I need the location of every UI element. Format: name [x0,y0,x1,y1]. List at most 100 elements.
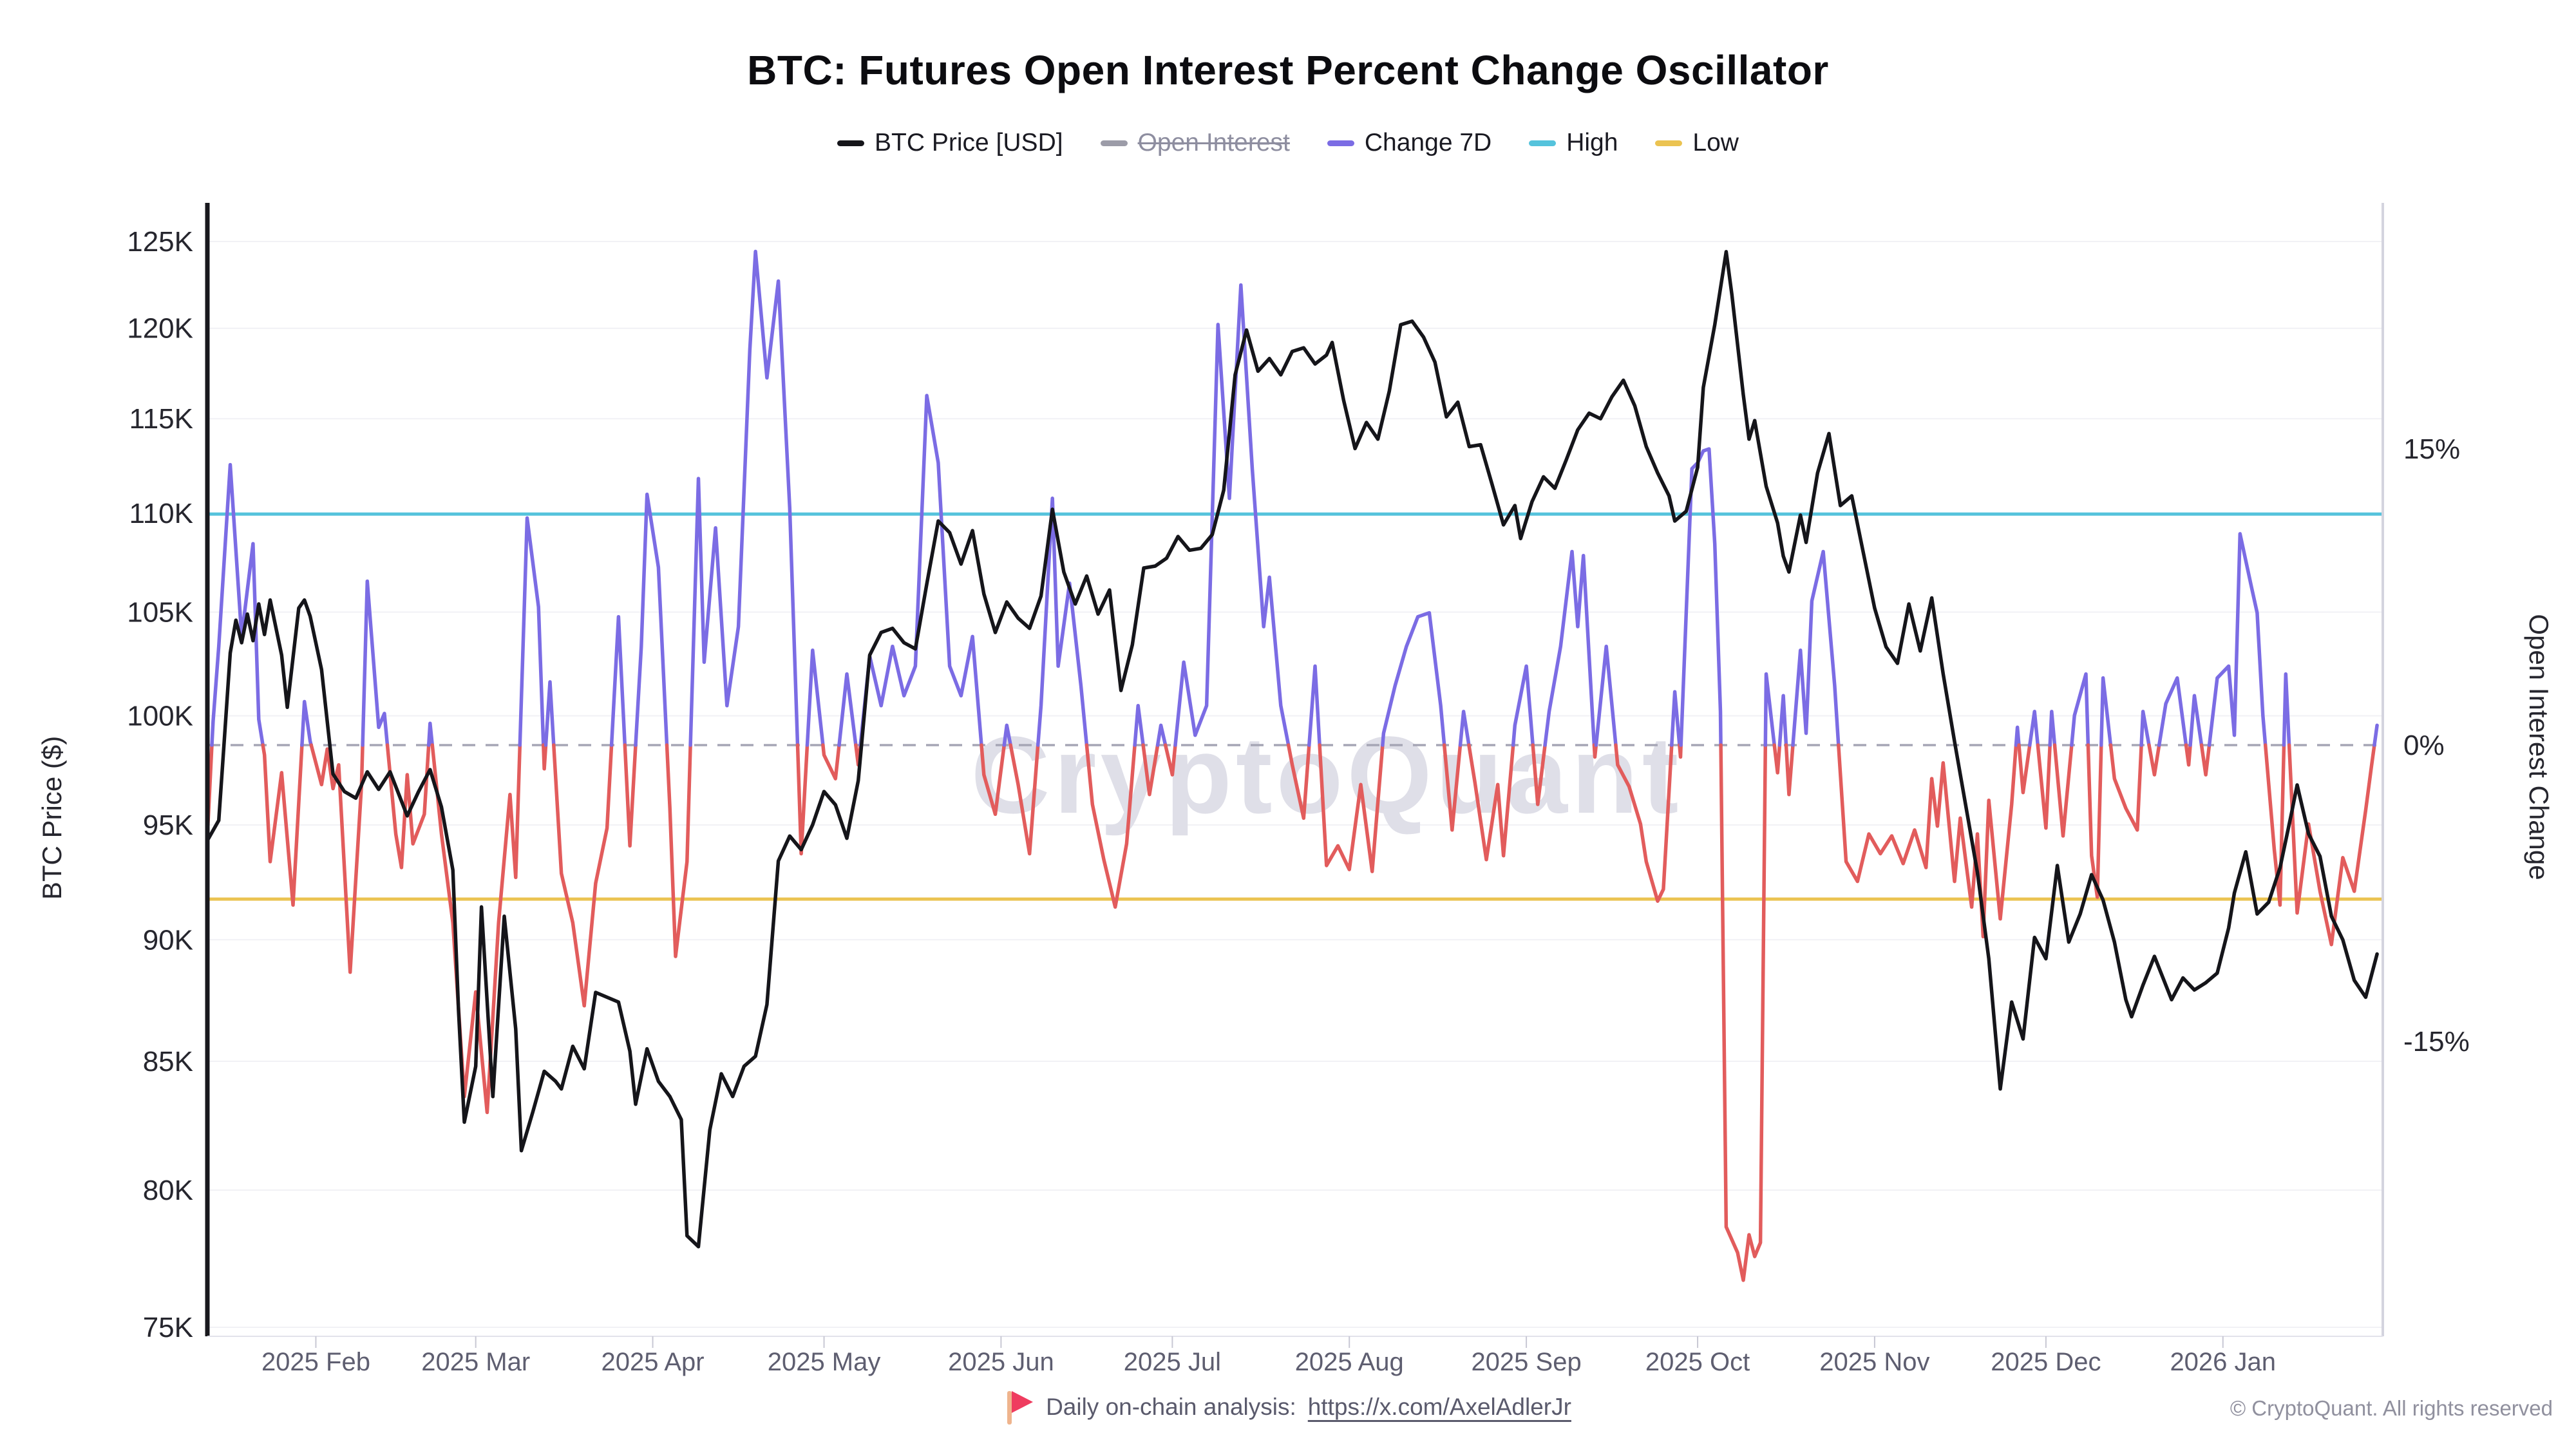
change-7d-negative-segment [1837,743,2018,939]
change-7d-positive-segment [1777,694,1788,747]
price-tick-label: 80K [143,1175,193,1206]
footer-text: Daily on-chain analysis: [1046,1394,1296,1420]
percent-tick-label: 15% [2403,433,2460,465]
legend-item-btc-price-usd-[interactable]: BTC Price [USD] [837,129,1063,157]
change-7d-positive-segment [1670,690,1681,747]
change-7d-positive-segment [1458,710,1471,747]
change-7d-negative-segment [2017,743,2032,795]
change-7d-positive-segment [688,249,800,747]
month-label: 2025 Apr [601,1348,704,1376]
change-7d-negative-segment [385,743,431,869]
change-7d-negative-segment [1318,743,1385,873]
change-7d-negative-segment [2036,743,2052,830]
change-7d-positive-segment [1791,549,1841,747]
change-7d-negative-segment [2287,743,2376,947]
price-tick-label: 100K [127,701,193,732]
legend-swatch [1327,140,1354,146]
change-7d-positive-segment [634,492,669,747]
legend-label: Open Interest [1137,129,1290,156]
price-tick-label: 105K [127,596,193,628]
change-7d-negative-segment [1009,743,1040,856]
copyright: © CryptoQuant. All rights reserved [2230,1396,2553,1420]
change-7d-positive-segment [1679,447,1723,747]
percent-tick-label: 0% [2403,730,2445,761]
change-7d-negative-segment [980,743,1007,817]
change-7d-positive-segment [2207,532,2268,747]
change-7d-negative-segment [623,743,638,848]
change-7d-positive-segment [1155,723,1168,747]
change-7d-positive-segment [1002,723,1012,747]
month-label: 2025 Nov [1819,1348,1929,1376]
percent-tick-label: -15% [2403,1026,2470,1057]
change-7d-negative-segment [1163,743,1177,777]
watermark: CryptoQuant [971,714,1683,837]
legend-label: Low [1692,129,1739,156]
legend-item-high[interactable]: High [1529,129,1618,157]
change-7d-negative-segment [1141,743,1160,797]
change-7d-negative-segment [1084,743,1137,909]
change-7d-negative-segment [1678,743,1683,759]
change-7d-positive-segment [2372,723,2379,747]
legend-label: BTC Price [USD] [875,129,1063,156]
month-label: 2025 Mar [421,1348,530,1376]
left-axis-title: BTC Price ($) [37,736,67,900]
change-7d-negative-segment [2184,743,2192,767]
price-tick-label: 95K [143,810,193,841]
legend-swatch [837,140,865,146]
legend: BTC Price [USD] Open Interest Change 7D Hig… [0,129,2576,157]
legend-item-change-7d[interactable]: Change 7D [1327,129,1492,157]
change-7d-positive-segment [858,393,983,747]
change-7d-positive-segment [2070,672,2090,747]
change-7d-positive-segment [210,462,265,747]
legend-item-low[interactable]: Low [1655,129,1739,157]
change-7d-negative-segment [542,743,548,771]
x-axis-labels: 2025 Feb 2025 Mar 2025 Apr 2025 May 2025 Jun… [261,1336,2276,1376]
price-tick-label: 115K [129,403,194,435]
change-7d-negative-segment [821,743,841,781]
price-tick-label: 75K [143,1312,193,1343]
price-tick-label: 120K [127,313,193,345]
change-7d-positive-segment [426,721,435,747]
change-7d-positive-segment [2048,710,2057,747]
month-label: 2025 May [768,1348,881,1376]
change-7d-positive-segment [1594,644,1618,747]
month-label: 2025 Dec [1991,1348,2101,1376]
footer-link[interactable]: https://x.com/AxelAdlerJr [1307,1394,1571,1420]
change-7d-negative-segment [1719,743,1768,1282]
right-axis-title: Open Interest Change [2524,614,2554,880]
change-7d-positive-segment [2139,710,2151,747]
change-7d-negative-segment [1531,743,1547,806]
month-label: 2026 Jan [2170,1348,2276,1376]
change-7d-positive-segment [1036,497,1089,747]
change-7d-positive-segment [361,579,390,747]
legend-label: High [1566,129,1618,156]
change-7d-negative-segment [2052,743,2074,838]
legend-item-open-interest[interactable]: Open Interest [1100,129,1290,157]
legend-label: Change 7D [1364,129,1492,156]
change-7d-positive-segment [1543,549,1596,747]
month-label: 2025 Jul [1124,1348,1221,1376]
change-7d-positive-segment [544,680,556,747]
btc-price-series [205,250,2379,1249]
change-7d-negative-segment [665,743,692,958]
change-7d-negative-segment [795,743,810,856]
price-tick-label: 90K [143,924,193,956]
month-label: 2025 Aug [1295,1348,1404,1376]
change-7d-negative-segment [1784,743,1795,797]
change-7d-negative-segment [1286,743,1311,820]
change-7d-negative-segment [1772,743,1782,775]
month-label: 2025 Feb [261,1348,370,1376]
change-7d-positive-segment [1381,611,1446,747]
change-7d-negative-segment [552,743,614,1008]
change-7d-negative-segment [2108,743,2143,832]
change-7d-positive-segment [2188,694,2204,747]
change-7d-positive-segment [1307,664,1321,747]
change-7d-series [205,249,2379,1282]
change-7d-positive-segment [2014,725,2021,747]
right-axis-labels: 15% 0% -15% [2403,433,2470,1057]
change-7d-negative-segment [1592,743,1598,759]
change-7d-negative-segment [261,743,304,907]
page-title: BTC: Futures Open Interest Percent Chang… [747,47,1829,93]
